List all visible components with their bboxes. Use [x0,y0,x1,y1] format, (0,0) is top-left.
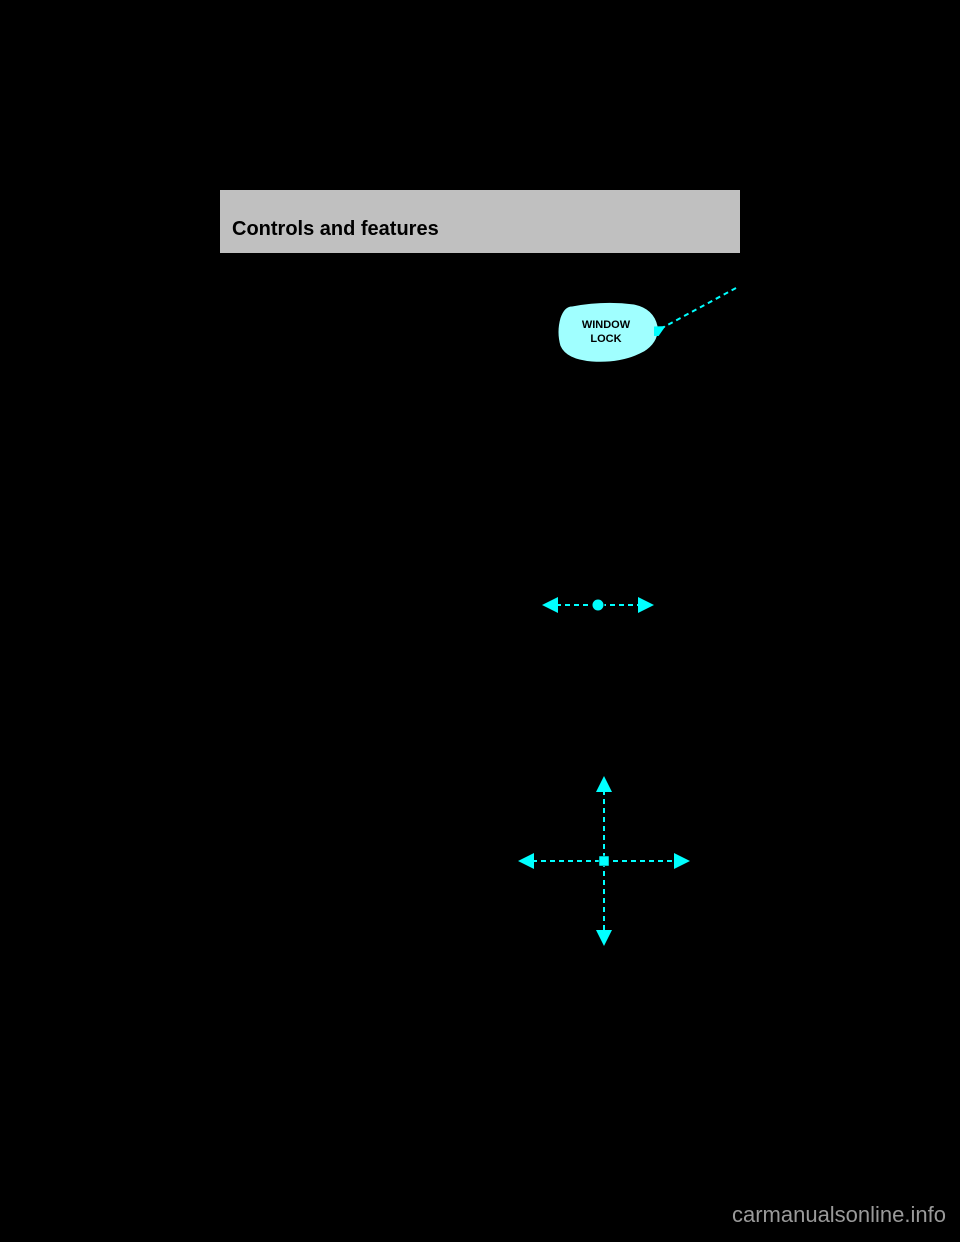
pointer-line [662,288,736,328]
section-title: Controls and features [232,218,728,241]
direction-arrow-left-icon [518,853,534,869]
direction-arrow-down-icon [596,930,612,946]
direction-center-marker [599,856,609,866]
watermark-text: carmanualsonline.info [732,1202,946,1228]
mirror-adjust-direction-icon [514,776,694,946]
window-lock-label-2: LOCK [590,333,621,345]
window-lock-label-1: WINDOW [582,319,631,331]
page-content: Controls and features [220,190,740,283]
selector-arrow-left-icon [542,597,558,613]
direction-arrow-right-icon [674,853,690,869]
direction-top-marker [601,783,607,789]
mirror-selector-icon [538,580,658,630]
selector-center-marker [592,599,604,611]
window-lock-pointer-arrow-icon [654,284,740,336]
section-header: Controls and features [220,190,740,253]
window-lock-button-icon: WINDOW LOCK [554,296,664,366]
selector-arrow-right-icon [638,597,654,613]
